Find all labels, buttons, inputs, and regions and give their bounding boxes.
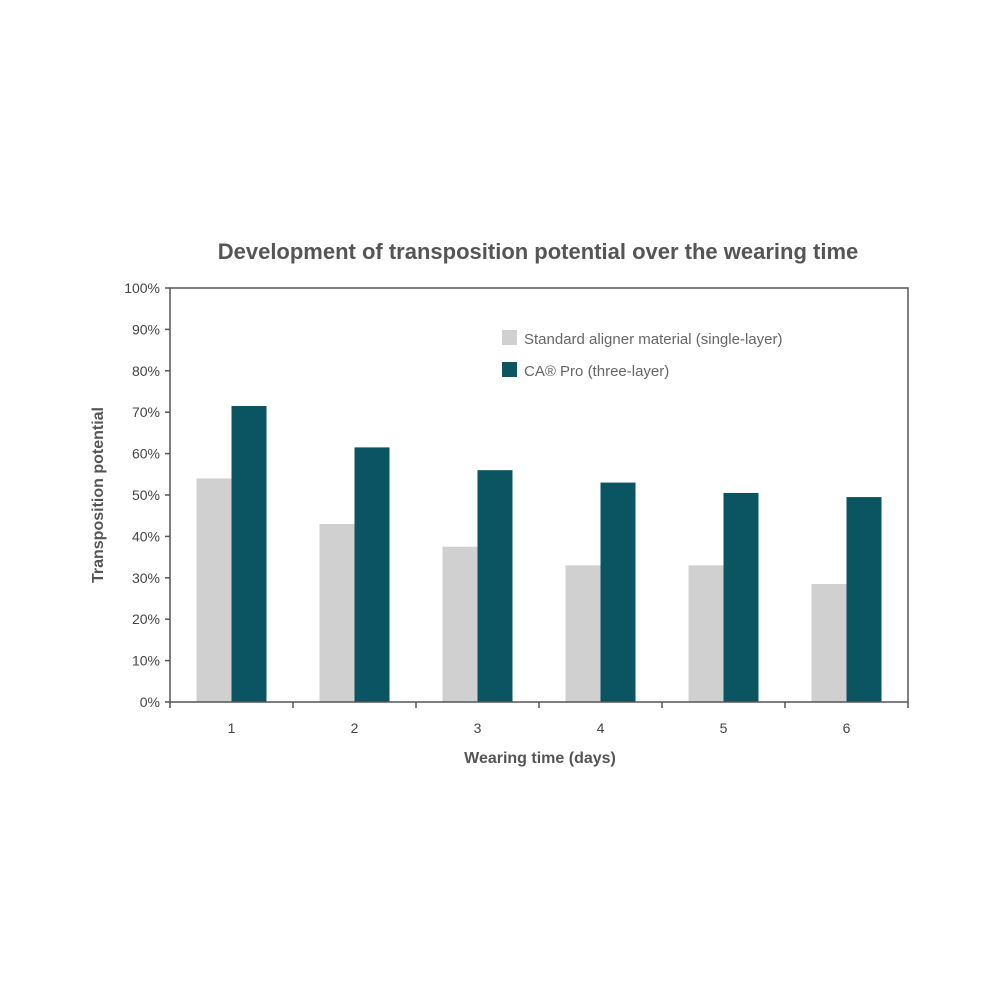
y-tick-label: 90% [132, 321, 160, 337]
y-tick-label: 80% [132, 363, 160, 379]
y-tick-label: 60% [132, 446, 160, 462]
legend: Standard aligner material (single-layer)… [502, 330, 782, 380]
legend-swatch-standard [502, 330, 517, 345]
x-tick-label: 6 [843, 720, 851, 736]
plot-frame [169, 287, 909, 703]
y-tick-label: 100% [124, 280, 160, 296]
y-tick-label: 50% [132, 487, 160, 503]
y-tick-label: 30% [132, 570, 160, 586]
y-tick-label: 0% [140, 694, 160, 710]
x-tick-label: 5 [720, 720, 728, 736]
bar-ca-pro-day-6 [846, 497, 882, 702]
y-tick-label: 70% [132, 404, 160, 420]
bar-ca-pro-day-1 [231, 405, 267, 702]
x-tick-label: 1 [228, 720, 236, 736]
bar-standard-day-5 [688, 565, 724, 702]
y-axis-label: Transposition potential [90, 407, 107, 583]
y-tick-label: 20% [132, 611, 160, 627]
x-tick-label: 3 [474, 720, 482, 736]
bar-standard-day-4 [565, 565, 601, 702]
bar-ca-pro-day-5 [723, 492, 759, 702]
y-tick-label: 40% [132, 528, 160, 544]
x-tick-label: 4 [597, 720, 605, 736]
bar-standard-day-2 [319, 523, 355, 702]
chart-title: Development of transposition potential o… [218, 239, 859, 264]
bar-ca-pro-day-2 [354, 447, 390, 702]
legend-swatch-ca-pro [502, 362, 517, 377]
bar-ca-pro-day-4 [600, 482, 636, 702]
legend-label-standard: Standard aligner material (single-layer) [524, 331, 782, 348]
x-axis-label: Wearing time (days) [464, 750, 616, 767]
bar-ca-pro-day-3 [477, 470, 513, 702]
bar-standard-day-1 [196, 478, 232, 702]
x-tick-label: 2 [351, 720, 359, 736]
legend-label-ca-pro: CA® Pro (three-layer) [524, 363, 669, 380]
bar-standard-day-6 [811, 584, 847, 702]
bar-standard-day-3 [442, 546, 478, 702]
y-tick-label: 10% [132, 653, 160, 669]
